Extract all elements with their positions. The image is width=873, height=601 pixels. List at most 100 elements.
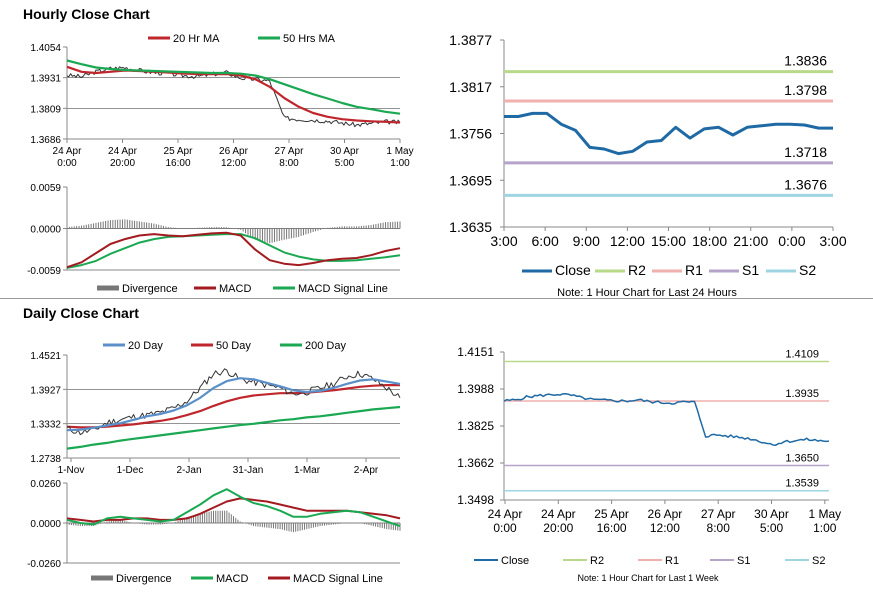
- daily-pivot-x-tick-label: 8:00: [707, 521, 731, 535]
- daily-price-x-tick-label: 31-Jan: [233, 465, 264, 476]
- daily-price-y-tick-label: 1.2738: [30, 454, 61, 465]
- hourly-price-x-tick-label: 25 Apr: [164, 146, 194, 157]
- daily-price-x-tick-label: 2-Apr: [354, 465, 379, 476]
- hourly-pivot-x-tick-label: 21:00: [733, 233, 768, 249]
- hourly-pivot-x-tick-label: 12:00: [610, 233, 645, 249]
- daily-pivot-x-tick-label: 27 Apr: [701, 507, 736, 521]
- daily-price-day20-line: [66, 377, 401, 432]
- hourly-pivot-note: Note: 1 Hour Chart for Last 24 Hours: [557, 287, 737, 299]
- daily-pivot-y-tick-label: 1.3662: [457, 456, 494, 470]
- hourly-price-x-tick-label: 24 Apr: [53, 146, 83, 157]
- hourly-pivot-s1-legend-label: S1: [742, 262, 759, 278]
- hourly-price-x-tick-label: 5:00: [335, 158, 355, 169]
- daily-price-x-tick-label: 1-Mar: [294, 465, 321, 476]
- hourly-price-ma20-line: [66, 65, 401, 124]
- daily-pivot-r2-legend-label: R2: [590, 555, 604, 567]
- daily-pivot-r2-level-label: 1.4109: [785, 349, 819, 361]
- hourly-pivot-r2-legend-label: R2: [628, 262, 646, 278]
- hourly-pivot-y-tick-label: 1.3756: [449, 126, 492, 142]
- hourly-pivot-s1-level-label: 1.3718: [784, 144, 827, 160]
- daily-macd-divergence-legend-label: Divergence: [116, 573, 172, 585]
- hourly-macd-y-tick-label: 0.0000: [30, 225, 61, 236]
- daily-pivot-x-tick-label: 5:00: [760, 521, 784, 535]
- section-divider: [0, 298, 873, 299]
- hourly-pivot-x-tick-label: 6:00: [532, 233, 559, 249]
- daily-pivot-x-tick-label: 16:00: [597, 521, 627, 535]
- hourly-pivot-x-tick-label: 0:00: [778, 233, 805, 249]
- hourly-macd-signal-line: [66, 233, 401, 269]
- daily-price-y-tick-label: 1.3332: [30, 420, 61, 431]
- daily-price-y-tick-label: 1.3927: [30, 385, 61, 396]
- hourly-pivot-s2-legend-label: S2: [799, 262, 816, 278]
- daily-macd-line: [66, 488, 401, 528]
- daily-macd-macd-legend-label: MACD: [216, 573, 248, 585]
- daily-pivot-s2-level-label: 1.3539: [785, 478, 819, 490]
- hourly-price-ma50-legend-label: 50 Hrs MA: [283, 33, 336, 45]
- hourly-macd-macd-legend-label: MACD: [219, 283, 251, 295]
- hourly-price-x-tick-label: 12:00: [221, 158, 246, 169]
- daily-pivot-x-tick-label: 0:00: [493, 521, 517, 535]
- hourly-pivot-y-tick-label: 1.3635: [449, 219, 492, 235]
- daily-pivot-x-tick-label: 30 Apr: [754, 507, 789, 521]
- hourly-price-x-tick-label: 24 Apr: [108, 146, 138, 157]
- daily-pivot-r1-level-label: 1.3935: [785, 388, 819, 400]
- hourly-macd-y-tick-label: -0.0059: [27, 266, 61, 277]
- hourly-price-x-tick-label: 27 Apr: [275, 146, 305, 157]
- daily-pivot-x-tick-label: 20:00: [543, 521, 573, 535]
- daily-pivot-close-line: [503, 392, 830, 446]
- daily-price-x-tick-label: 2-Jan: [176, 465, 201, 476]
- hourly-section-title: Hourly Close Chart: [23, 6, 150, 22]
- daily-pivot-x-tick-label: 12:00: [650, 521, 680, 535]
- daily-pivot-y-tick-label: 1.3498: [457, 493, 494, 507]
- hourly-price-x-tick-label: 1 May: [386, 146, 413, 157]
- daily-pivot-s2-legend-label: S2: [812, 555, 825, 567]
- daily-pivot-x-tick-label: 1:00: [813, 521, 837, 535]
- daily-macd-y-tick-label: 0.0000: [30, 519, 61, 530]
- daily-pivot-r1-legend-label: R1: [665, 555, 679, 567]
- daily-price-close-line: [66, 368, 401, 436]
- hourly-pivot-y-tick-label: 1.3817: [449, 79, 492, 95]
- daily-price-day50-line: [66, 384, 400, 429]
- hourly-price-y-tick-label: 1.3931: [30, 74, 61, 85]
- daily-pivot-note: Note: 1 Hour Chart for Last 1 Week: [578, 573, 719, 583]
- hourly-macd-line: [66, 231, 401, 269]
- daily-pivot-s1-level-label: 1.3650: [785, 453, 819, 465]
- hourly-pivot-x-tick-label: 3:00: [490, 233, 517, 249]
- daily-pivot-y-tick-label: 1.3988: [457, 382, 494, 396]
- hourly-price-x-tick-label: 16:00: [165, 158, 190, 169]
- daily-price-day50-legend-label: 50 Day: [216, 340, 251, 352]
- daily-price-x-tick-label: 1-Nov: [58, 465, 85, 476]
- daily-section-title: Daily Close Chart: [23, 305, 139, 321]
- daily-price-day20-legend-label: 20 Day: [128, 340, 163, 352]
- daily-pivot-y-tick-label: 1.3825: [457, 419, 494, 433]
- hourly-pivot-x-tick-label: 3:00: [819, 233, 846, 249]
- daily-pivot-x-tick-label: 1 May: [808, 507, 841, 521]
- hourly-pivot-x-tick-label: 15:00: [651, 233, 686, 249]
- hourly-macd-divergence-legend-label: Divergence: [122, 283, 178, 295]
- daily-pivot-x-tick-label: 24 Apr: [541, 507, 576, 521]
- hourly-price-y-tick-label: 1.4054: [30, 43, 61, 54]
- hourly-pivot-y-tick-label: 1.3877: [449, 32, 492, 48]
- hourly-pivot-x-tick-label: 9:00: [573, 233, 600, 249]
- hourly-pivot-r1-level-label: 1.3798: [784, 82, 827, 98]
- daily-pivot-x-tick-label: 26 Apr: [648, 507, 683, 521]
- hourly-price-x-tick-label: 0:00: [57, 158, 77, 169]
- hourly-price-x-tick-label: 1:00: [390, 158, 410, 169]
- hourly-price-x-tick-label: 20:00: [110, 158, 135, 169]
- daily-price-day200-line: [66, 405, 401, 450]
- hourly-price-ma20-legend-label: 20 Hr MA: [173, 33, 220, 45]
- daily-pivot-s1-legend-label: S1: [737, 555, 750, 567]
- hourly-macd-y-tick-label: 0.0059: [30, 183, 61, 194]
- daily-pivot-x-tick-label: 25 Apr: [594, 507, 629, 521]
- hourly-price-x-tick-label: 30 Apr: [330, 146, 360, 157]
- hourly-price-y-tick-label: 1.3686: [30, 135, 61, 146]
- hourly-price-y-tick-label: 1.3809: [30, 104, 61, 115]
- hourly-macd-signal-legend-label: MACD Signal Line: [298, 283, 388, 295]
- daily-price-x-tick-label: 1-Dec: [117, 465, 144, 476]
- hourly-price-ma50-line: [66, 59, 401, 115]
- daily-pivot-y-tick-label: 1.4151: [457, 345, 494, 359]
- hourly-pivot-x-tick-label: 18:00: [692, 233, 727, 249]
- hourly-price-x-tick-label: 8:00: [279, 158, 299, 169]
- hourly-pivot-r2-level-label: 1.3836: [784, 53, 827, 69]
